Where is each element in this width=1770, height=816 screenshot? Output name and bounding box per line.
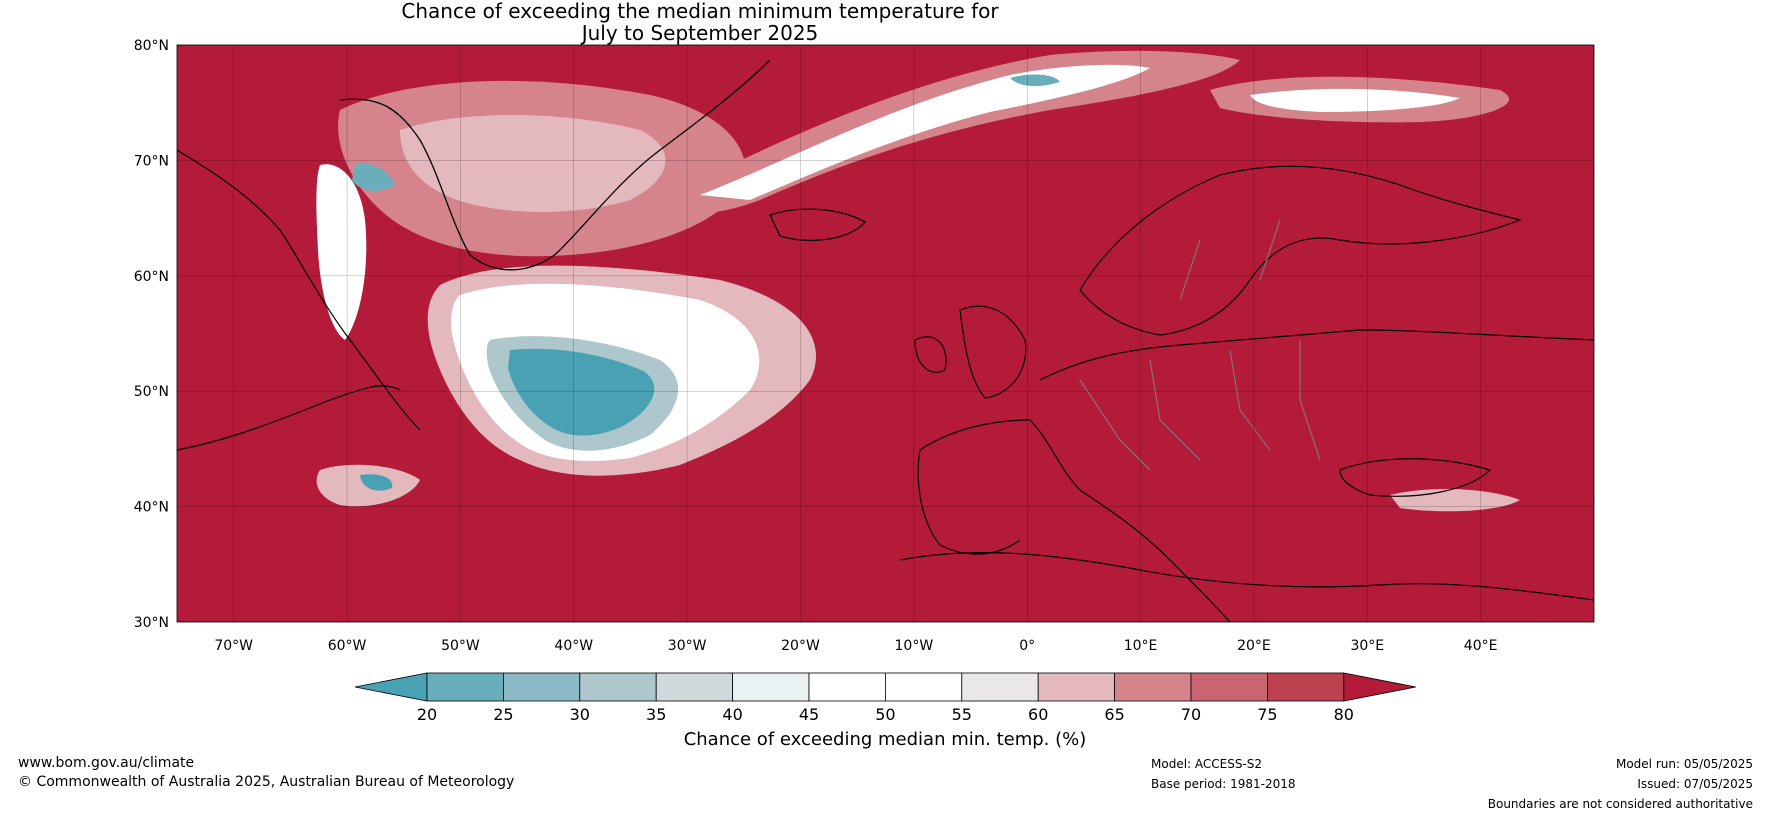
- latitude-label: 40°N: [134, 500, 169, 516]
- longitude-label: 10°E: [1124, 638, 1158, 654]
- model-text: Model: ACCESS-S2: [1151, 757, 1263, 771]
- longitude-label: 30°E: [1350, 638, 1384, 654]
- colorbar-segment: [502, 672, 581, 702]
- latitude-label: 70°N: [134, 153, 169, 169]
- colorbar-tick-label: 20: [417, 705, 437, 724]
- latitude-label: 80°N: [134, 38, 169, 54]
- colorbar-tick-label: 25: [493, 705, 513, 724]
- longitude-label: 60°W: [328, 638, 367, 654]
- longitude-label: 0°: [1019, 638, 1035, 654]
- colorbar-segment: [655, 672, 734, 702]
- longitude-labels: 70°W 60°W 50°W 40°W 30°W 20°W 10°W 0° 10°E 20°E 30…: [214, 638, 1497, 654]
- colorbar-segment: [1114, 672, 1192, 702]
- longitude-label: 10°W: [895, 638, 934, 654]
- longitude-label: 20°W: [781, 638, 820, 654]
- website-link[interactable]: www.bom.gov.au/climate: [18, 755, 195, 771]
- latitude-label: 60°N: [134, 269, 169, 285]
- disclaimer-text: Boundaries are not considered authoritat…: [1487, 797, 1753, 811]
- latitude-labels: 80°N 70°N 60°N 50°N 40°N 30°N: [134, 38, 169, 631]
- colorbar: 20 25 30 35 40 45 50 55 60 65 70 75 80: [354, 672, 1416, 724]
- colorbar-segment: [961, 672, 1039, 702]
- colorbar-segment: [808, 672, 886, 702]
- colorbar-segment: [732, 672, 810, 702]
- colorbar-segment: [1267, 672, 1345, 702]
- map-title-line2: July to September 2025: [581, 21, 819, 45]
- colorbar-tick-label: 45: [799, 705, 819, 724]
- colorbar-extend-low: [354, 672, 428, 702]
- colorbar-segment: [426, 672, 504, 702]
- colorbar-segment: [579, 672, 657, 702]
- colorbar-tick-label: 55: [952, 705, 972, 724]
- colorbar-tick-label: 35: [646, 705, 666, 724]
- colorbar-extend-high: [1343, 672, 1416, 702]
- colorbar-tick-label: 60: [1028, 705, 1048, 724]
- colorbar-label: Chance of exceeding median min. temp. (%…: [684, 729, 1087, 750]
- colorbar-tick-label: 65: [1104, 705, 1124, 724]
- map-title-line1: Chance of exceeding the median minimum t…: [401, 0, 999, 23]
- longitude-label: 50°W: [441, 638, 480, 654]
- colorbar-segment: [1037, 672, 1115, 702]
- colorbar-tick-label: 30: [570, 705, 590, 724]
- colorbar-segment: [1190, 672, 1268, 702]
- issued-text: Issued: 07/05/2025: [1637, 777, 1753, 791]
- colorbar-tick-label: 40: [722, 705, 742, 724]
- colorbar-tick-label: 70: [1181, 705, 1201, 724]
- longitude-label: 40°E: [1464, 638, 1498, 654]
- longitude-label: 20°E: [1237, 638, 1271, 654]
- model-run-text: Model run: 05/05/2025: [1615, 757, 1753, 771]
- latitude-label: 30°N: [134, 615, 169, 631]
- latitude-label: 50°N: [134, 384, 169, 400]
- colorbar-tick-label: 50: [875, 705, 895, 724]
- colorbar-tick-label: 80: [1334, 705, 1354, 724]
- base-period-text: Base period: 1981-2018: [1151, 777, 1296, 791]
- longitude-label: 40°W: [554, 638, 593, 654]
- copyright-text: © Commonwealth of Australia 2025, Austra…: [18, 774, 515, 790]
- graticule: [177, 45, 1594, 622]
- colorbar-segment: [885, 672, 963, 702]
- longitude-label: 70°W: [214, 638, 253, 654]
- probability-contours: [177, 45, 1594, 622]
- longitude-label: 30°W: [668, 638, 707, 654]
- colorbar-tick-label: 75: [1257, 705, 1277, 724]
